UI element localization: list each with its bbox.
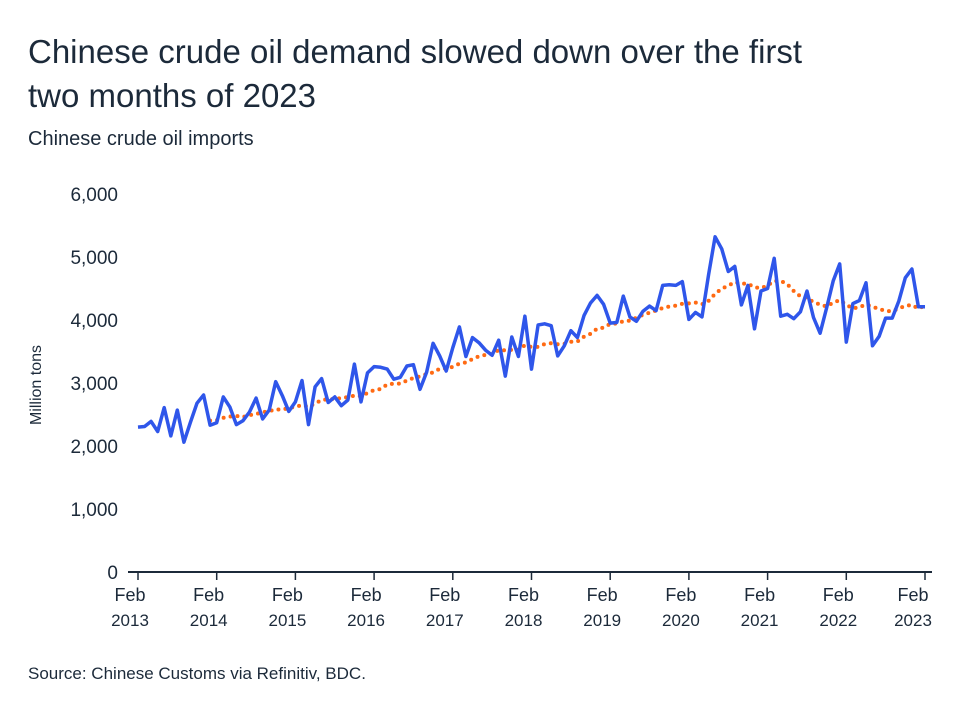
x-tick-label-year: 2019 (583, 611, 621, 630)
x-tick-label-year: 2018 (505, 611, 543, 630)
y-tick-label: 5,000 (70, 248, 118, 269)
x-tick-label-month: Feb (823, 585, 854, 605)
x-tick-label-month: Feb (897, 585, 928, 605)
x-tick-label-month: Feb (665, 585, 696, 605)
x-tick-label-year: 2014 (190, 611, 228, 630)
x-tick-label-year: 2021 (741, 611, 779, 630)
x-tick-label-year: 2022 (819, 611, 857, 630)
x-tick-label-month: Feb (351, 585, 382, 605)
chart-subtitle: Chinese crude oil imports (28, 128, 254, 150)
y-tick-label: 6,000 (70, 185, 118, 206)
x-tick-label-year: 2013 (111, 611, 149, 630)
moving-average-line (208, 278, 927, 423)
y-tick-label: 1,000 (70, 500, 118, 521)
source-note: Source: Chinese Customs via Refinitiv, B… (28, 664, 366, 683)
x-tick-label-month: Feb (193, 585, 224, 605)
x-tick-label-month: Feb (587, 585, 618, 605)
x-tick-label-month: Feb (429, 585, 460, 605)
imports-line (137, 235, 925, 444)
x-tick-label-year: 2017 (426, 611, 464, 630)
x-tick-label-month: Feb (272, 585, 303, 605)
y-tick-label: 4,000 (70, 311, 118, 332)
x-tick-label-year: 2023 (894, 611, 932, 630)
x-tick-label-year: 2016 (347, 611, 385, 630)
y-tick-label: 2,000 (70, 437, 118, 458)
x-tick-label-year: 2015 (268, 611, 306, 630)
y-tick-label: 3,000 (70, 374, 118, 395)
x-tick-label-year: 2020 (662, 611, 700, 630)
x-tick-label-month: Feb (114, 585, 145, 605)
chart-title: Chinese crude oil demand slowed down ove… (28, 33, 803, 114)
x-tick-label-month: Feb (508, 585, 539, 605)
y-tick-label: 0 (107, 563, 118, 584)
x-tick-label-month: Feb (744, 585, 775, 605)
